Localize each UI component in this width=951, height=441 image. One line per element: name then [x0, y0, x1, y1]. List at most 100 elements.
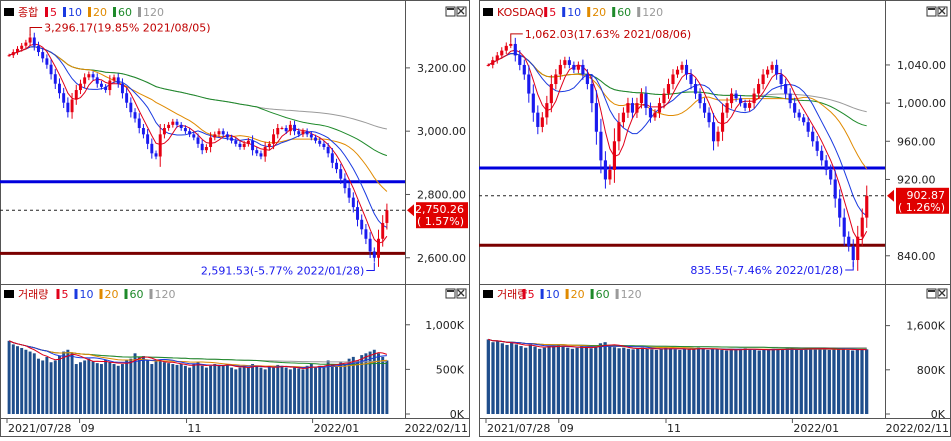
candle-body [824, 160, 828, 170]
volume-bar [561, 346, 565, 414]
candle-body [842, 217, 846, 237]
candle-body [829, 169, 833, 180]
price-ma10-line [8, 46, 388, 228]
volume-bar [364, 353, 368, 414]
volume-bar [715, 348, 719, 414]
volume-bar [650, 349, 654, 414]
candle-body [62, 93, 66, 103]
volume-bar [804, 348, 808, 414]
candle-body [748, 103, 752, 108]
candle-body [725, 103, 729, 113]
date-tick-label: 2022/01 [314, 422, 360, 435]
candle-body [509, 43, 513, 46]
candle-body [91, 74, 95, 78]
candle-body [599, 131, 603, 161]
high-annotation: 3,296.17(19.85% 2021/08/05) [44, 21, 210, 34]
volume-bar [20, 347, 24, 414]
volume-bar [720, 349, 724, 414]
candle-body [693, 84, 698, 94]
volume-bar [179, 364, 183, 414]
date-tick-label: 2021/07/28 [487, 422, 550, 435]
candle-body [811, 131, 815, 142]
candle-body [200, 143, 204, 151]
volume-bar [221, 365, 225, 414]
price-badge [896, 187, 949, 214]
volume-bar [598, 343, 603, 414]
candle-body [301, 131, 305, 135]
volume-bar [129, 358, 133, 414]
candle-body [343, 178, 347, 189]
volume-ma10-line [8, 340, 387, 369]
candle-body [150, 143, 154, 154]
candle-body [330, 153, 334, 163]
candle-body [775, 64, 779, 75]
candle-body [133, 112, 137, 119]
volume-bar [510, 342, 514, 414]
volume-bar [570, 348, 575, 414]
volume-bar [225, 364, 229, 414]
candle-body [360, 219, 364, 230]
volume-bar [701, 348, 705, 414]
kospi-chart: 종합 5 10 20 60 120 거래량 5 10 20 60 120 3,200.00 3,000.0… [0, 0, 470, 437]
volume-bar [608, 344, 612, 414]
candle-body [486, 64, 490, 66]
volume-bar [356, 360, 359, 414]
volume-bar [519, 346, 523, 414]
price-badge [416, 202, 468, 229]
candle-body [779, 74, 783, 85]
restore-icon [926, 6, 937, 17]
volume-bar [664, 347, 668, 414]
price-tick-label: 2,800.00 [417, 188, 466, 201]
legend-swatch-20 [587, 7, 591, 17]
volume-bar [171, 364, 175, 414]
volume-bar [538, 348, 542, 414]
volume-bar [133, 353, 137, 414]
candle-body [770, 64, 774, 70]
volume-bar [259, 367, 263, 414]
candle-body [545, 103, 549, 118]
legend-swatch-5 [544, 7, 548, 17]
volume-bar [645, 348, 649, 414]
volume-bar [196, 362, 200, 414]
volume-legend-marker [483, 290, 493, 298]
volume-bar [757, 350, 761, 414]
candle-body [120, 83, 124, 94]
candle-body [116, 77, 120, 84]
price-tick-label: 960.00 [897, 135, 936, 148]
candle-body [246, 140, 250, 144]
candle-body [576, 64, 580, 70]
volume-bar [204, 367, 208, 414]
candle-body [162, 128, 166, 135]
volume-bar [794, 349, 799, 414]
volume-bar [654, 349, 659, 414]
volume-bar [330, 364, 334, 414]
volume-bar [335, 365, 338, 414]
candle-body [238, 143, 242, 147]
candle-body [495, 55, 499, 61]
candle-body [351, 197, 355, 208]
volume-bar [24, 349, 28, 414]
candle-body [141, 128, 145, 135]
candle-body [838, 198, 842, 218]
candle-body [851, 246, 855, 261]
candle-body [743, 103, 747, 108]
legend-label-60: 60 [130, 288, 144, 301]
legend-swatch-60 [590, 289, 594, 299]
volume-bar [99, 364, 103, 414]
legend-swatch-5 [56, 289, 60, 299]
candle-body [263, 147, 267, 157]
candle-body [590, 84, 594, 104]
price-badge-change: ( 1.57%) [417, 215, 464, 228]
legend-swatch-10 [74, 289, 78, 299]
candle-body [793, 103, 797, 113]
candle-body [230, 137, 234, 141]
volume-bar [827, 349, 831, 414]
volume-bar [137, 356, 141, 414]
volume-bar [301, 369, 305, 414]
volume-bar [234, 369, 238, 414]
candle-body [635, 103, 639, 113]
volume-bar [91, 361, 95, 414]
candle-body [802, 117, 806, 123]
candle-body [66, 102, 70, 113]
candle-body [318, 140, 322, 144]
